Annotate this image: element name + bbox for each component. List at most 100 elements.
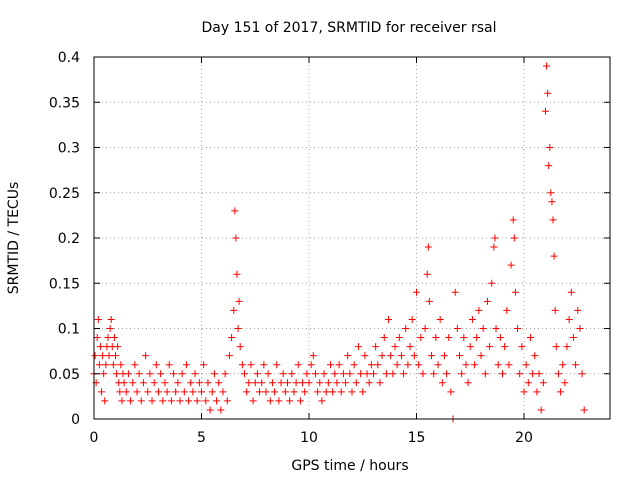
data-point xyxy=(299,379,307,387)
data-point xyxy=(539,379,547,387)
data-point xyxy=(413,288,420,296)
data-point xyxy=(228,334,236,342)
data-point xyxy=(477,352,485,360)
data-point xyxy=(428,352,436,360)
data-point xyxy=(423,270,431,278)
data-point xyxy=(382,370,390,378)
data-point xyxy=(93,334,101,342)
x-axis-label: GPS time / hours xyxy=(291,458,408,474)
data-point xyxy=(165,361,173,369)
data-point xyxy=(303,370,311,378)
data-point xyxy=(305,379,313,387)
data-point xyxy=(195,379,203,387)
y-tick-label: 0.2 xyxy=(58,231,80,247)
data-point xyxy=(391,343,399,351)
data-point xyxy=(547,189,555,197)
data-point xyxy=(296,397,304,405)
data-point xyxy=(397,352,405,360)
data-point xyxy=(172,388,180,396)
data-point xyxy=(393,361,401,369)
data-point xyxy=(529,370,537,378)
data-point xyxy=(559,361,567,369)
data-point xyxy=(550,252,558,260)
data-point xyxy=(333,379,341,387)
data-point xyxy=(554,370,562,378)
data-point xyxy=(339,370,347,378)
data-point xyxy=(94,315,102,323)
data-point xyxy=(544,89,552,97)
data-point xyxy=(131,361,139,369)
data-point xyxy=(524,379,532,387)
data-point xyxy=(318,397,326,405)
data-point xyxy=(182,361,190,369)
data-point xyxy=(144,388,152,396)
data-point xyxy=(342,379,350,387)
data-point xyxy=(561,379,569,387)
data-point xyxy=(100,370,108,378)
data-point xyxy=(509,216,517,224)
data-point xyxy=(533,388,541,396)
data-point xyxy=(178,370,186,378)
data-point xyxy=(410,352,418,360)
data-point xyxy=(462,361,470,369)
data-point xyxy=(247,361,255,369)
data-point xyxy=(331,370,339,378)
data-point xyxy=(491,234,499,242)
data-point xyxy=(96,343,104,351)
data-point xyxy=(232,234,240,242)
data-point xyxy=(417,334,425,342)
data-point xyxy=(574,306,582,314)
data-point xyxy=(531,352,539,360)
data-point xyxy=(210,370,218,378)
data-point xyxy=(193,397,201,405)
data-point xyxy=(251,379,259,387)
data-point xyxy=(466,343,474,351)
data-point xyxy=(543,62,551,70)
data-point xyxy=(170,370,178,378)
data-point xyxy=(578,370,586,378)
data-point xyxy=(430,370,438,378)
data-point xyxy=(494,361,502,369)
data-point xyxy=(337,388,345,396)
data-point xyxy=(483,297,491,305)
data-point xyxy=(176,397,184,405)
data-point xyxy=(225,352,233,360)
data-point xyxy=(198,388,205,396)
data-point xyxy=(424,243,432,251)
data-point xyxy=(142,352,150,360)
data-point xyxy=(327,361,334,369)
data-point xyxy=(174,379,182,387)
data-point xyxy=(443,370,451,378)
axis-ticks xyxy=(93,56,610,420)
data-point xyxy=(95,361,103,369)
data-point xyxy=(526,334,534,342)
data-point xyxy=(146,370,154,378)
y-tick-label: 0.25 xyxy=(49,186,80,202)
data-point xyxy=(563,343,571,351)
data-point xyxy=(311,370,319,378)
data-point xyxy=(374,361,382,369)
data-point xyxy=(155,388,162,396)
data-point xyxy=(537,406,545,414)
data-point xyxy=(451,288,459,296)
data-point xyxy=(258,379,266,387)
x-tick-label: 10 xyxy=(300,430,318,446)
data-point xyxy=(490,243,498,251)
data-point xyxy=(436,315,444,323)
x-tick-label: 0 xyxy=(90,430,99,446)
data-point xyxy=(241,370,248,378)
data-point xyxy=(400,370,408,378)
data-point xyxy=(346,370,354,378)
grid xyxy=(94,57,610,419)
data-point xyxy=(307,361,315,369)
data-point xyxy=(492,325,500,332)
y-tick-label: 0.3 xyxy=(58,141,80,157)
data-point xyxy=(236,343,244,351)
data-point xyxy=(503,306,511,314)
data-point xyxy=(320,370,328,378)
data-point xyxy=(322,388,330,396)
data-point xyxy=(129,379,137,387)
data-point xyxy=(271,388,279,396)
x-tick-label: 20 xyxy=(515,430,533,446)
data-point xyxy=(499,370,506,378)
